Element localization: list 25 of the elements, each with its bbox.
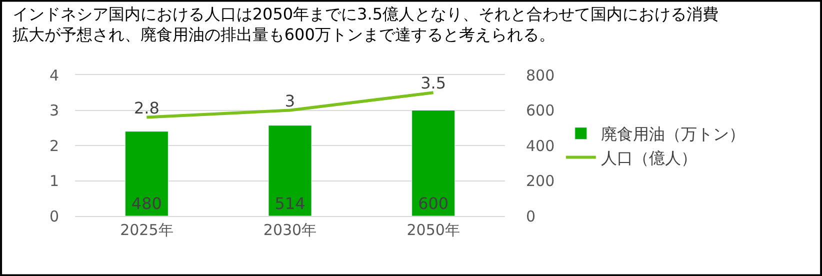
bar <box>124 131 168 216</box>
data-label: 3 <box>284 91 296 110</box>
x-tick-label: 2050年 <box>406 221 460 239</box>
data-label: 480 <box>131 194 162 213</box>
data-label: 600 <box>418 194 449 213</box>
data-label: 3.5 <box>420 74 446 93</box>
y-tick-label: 0 <box>49 207 59 226</box>
y-tick-label: 2 <box>49 136 59 155</box>
bar <box>268 125 312 216</box>
y-tick-label: 1 <box>49 172 59 190</box>
y2-tick-label: 600 <box>526 102 555 120</box>
y2-tick-label: 0 <box>526 207 536 226</box>
chart-title: インドネシア国内における人口は2050年までに3.5億人となり、それと合わせて国内における消費拡大が予想され、廃食用油の排出量も600万トンまで達すると考えられる。 <box>12 4 718 44</box>
y2-tick-label: 400 <box>526 136 555 155</box>
y-tick-label: 4 <box>49 66 59 84</box>
x-tick-label: 2030年 <box>263 221 317 239</box>
y2-tick-label: 200 <box>526 172 555 190</box>
y-tick-label: 3 <box>49 102 59 120</box>
data-label: 514 <box>274 194 306 213</box>
y2-tick-label: 800 <box>526 66 555 84</box>
data-label: 2.8 <box>134 98 160 118</box>
x-tick-label: 2025年 <box>120 221 174 239</box>
legend-label: 人口（億人） <box>600 148 697 168</box>
bar <box>412 110 456 216</box>
legend-label: 廃食用油（万トン） <box>600 124 745 144</box>
